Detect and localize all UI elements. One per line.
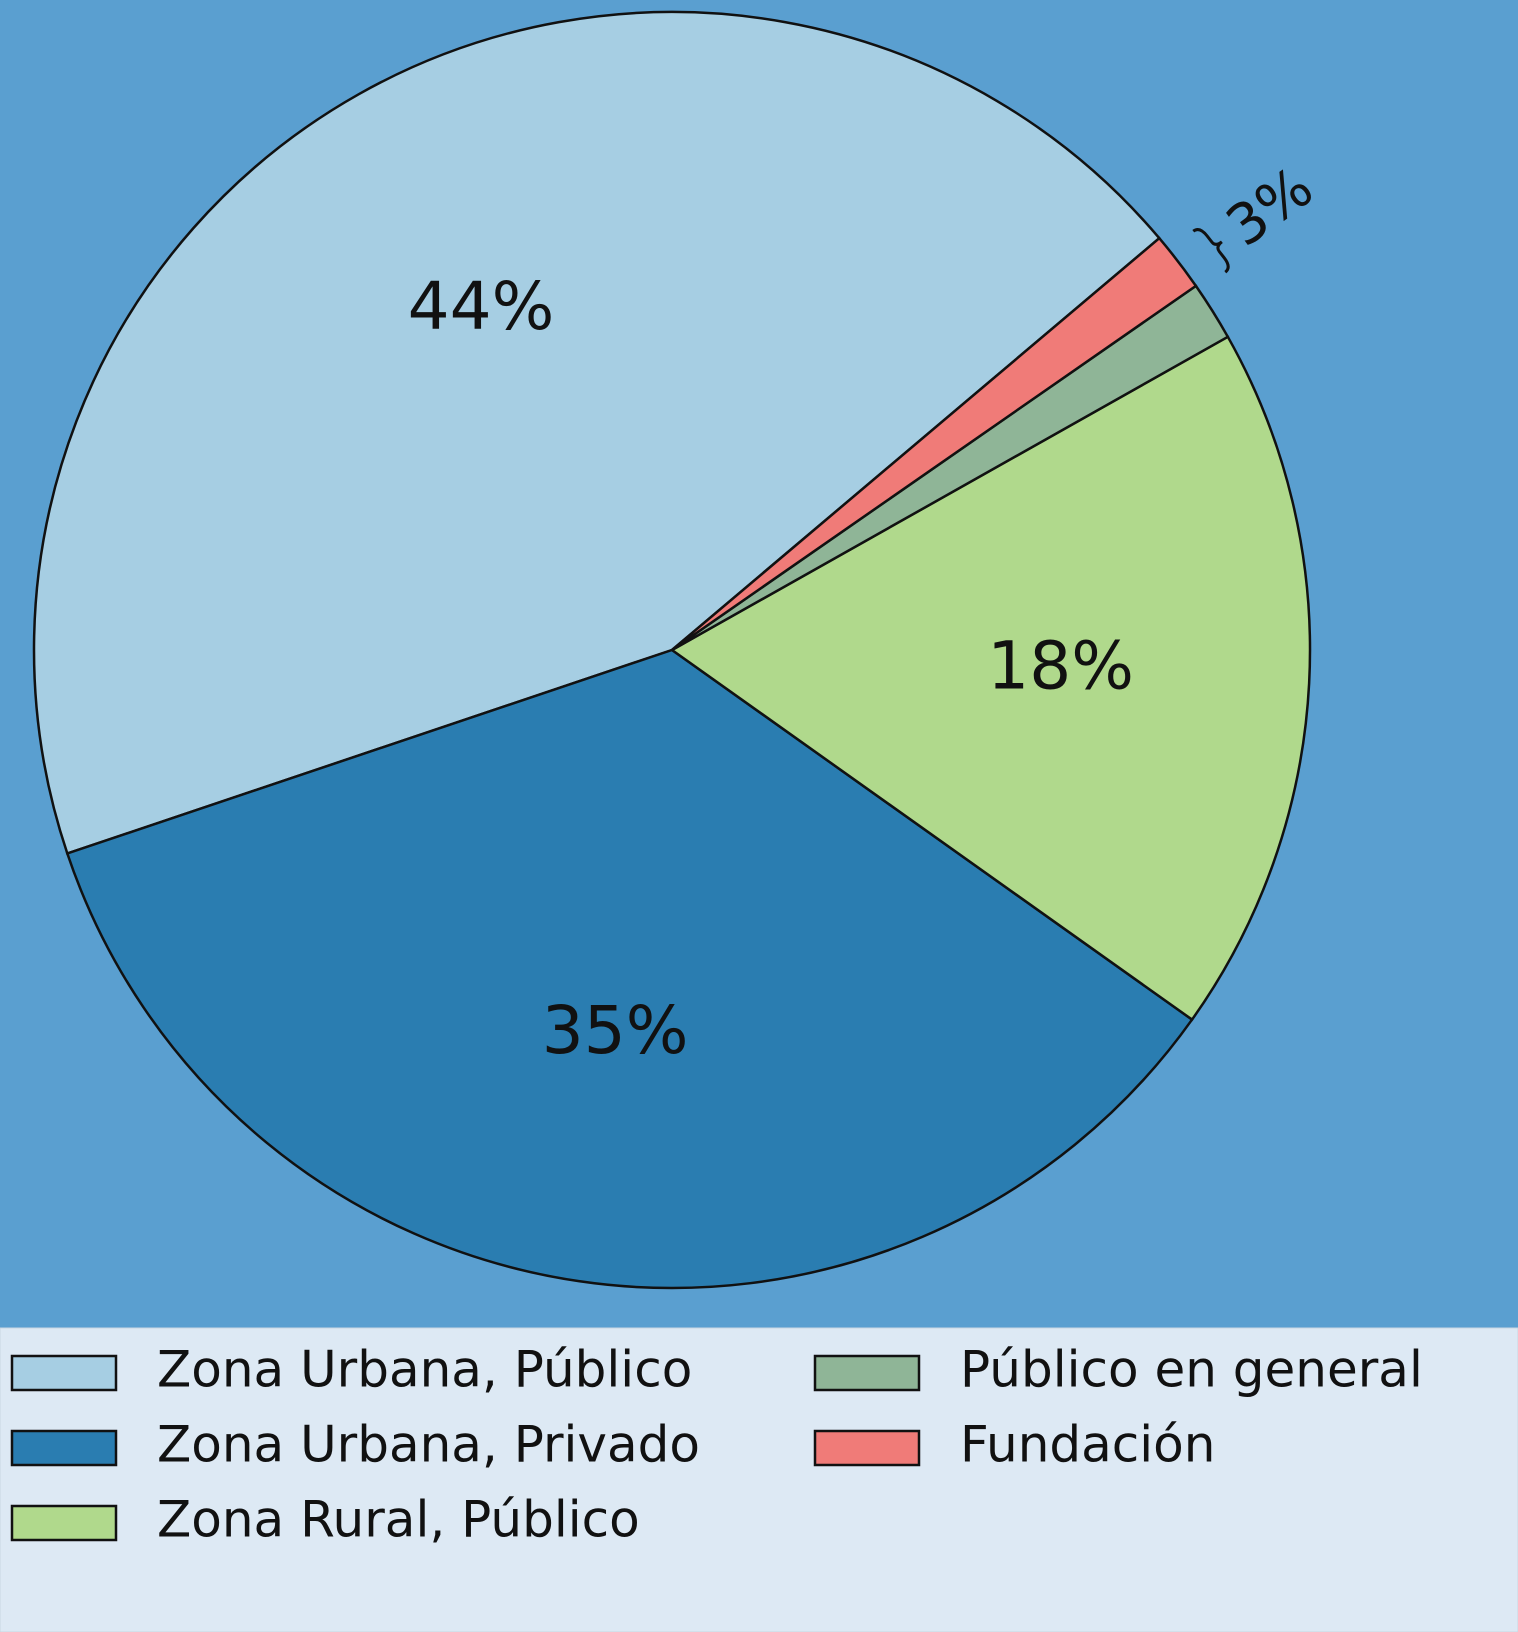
legend-label: Zona Rural, Público <box>157 1491 640 1549</box>
legend-swatch <box>10 1354 118 1392</box>
pie-slice <box>65 648 1194 1290</box>
pie-slice <box>32 10 1162 856</box>
data-label: 35% <box>542 992 689 1069</box>
data-label: 18% <box>987 627 1134 704</box>
legend-swatch <box>10 1504 118 1542</box>
legend-swatch <box>10 1429 118 1467</box>
data-label: 44% <box>408 268 555 345</box>
legend-box <box>0 1327 1518 1632</box>
pie-slice <box>671 236 1198 652</box>
legend-label: Zona Urbana, Público <box>157 1341 692 1399</box>
legend-swatch <box>813 1354 921 1392</box>
legend-label: Público en general <box>960 1341 1423 1399</box>
pie-slice <box>669 335 1312 1022</box>
legend-label: Fundación <box>960 1416 1215 1474</box>
legend-label: Zona Urbana, Privado <box>157 1416 700 1474</box>
legend-swatch <box>813 1429 921 1467</box>
